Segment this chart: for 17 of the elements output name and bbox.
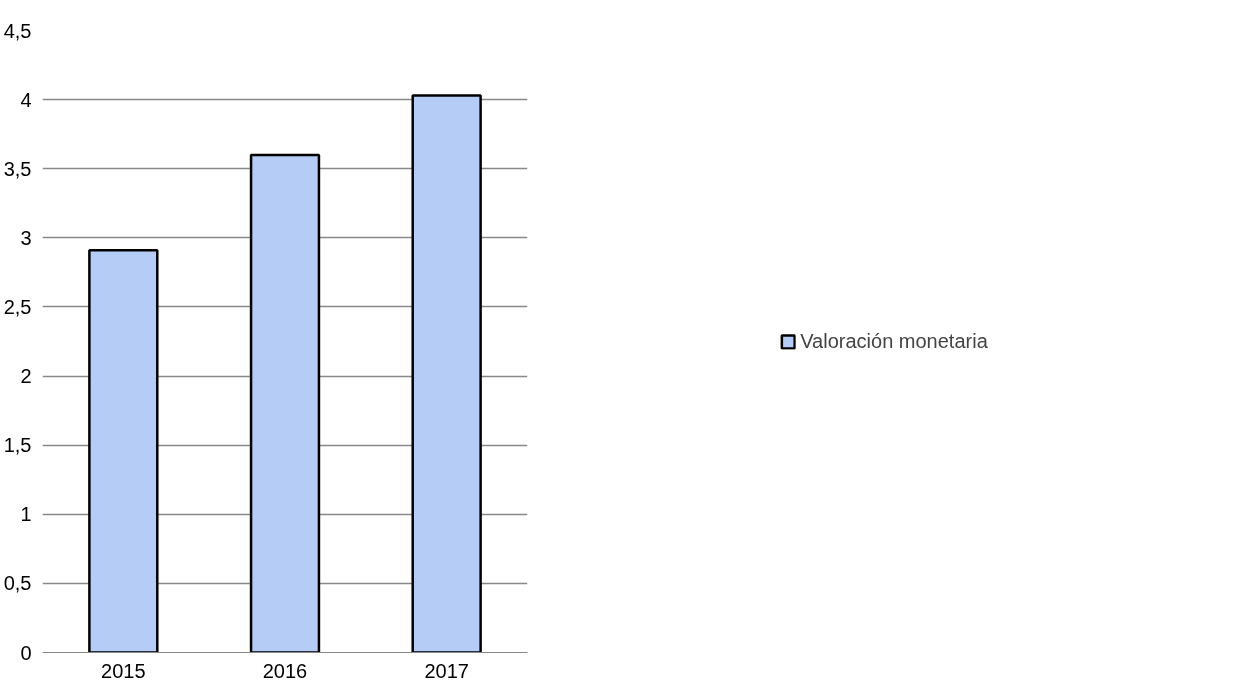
- x-tick-label: 2016: [262, 659, 308, 682]
- y-tick-label: 3: [20, 226, 32, 249]
- y-tick-label: 0,5: [3, 572, 32, 595]
- bar: [249, 153, 321, 653]
- x-tick-label: 2017: [424, 659, 469, 682]
- y-tick-label: 0: [20, 641, 32, 664]
- x-tick-label: 2015: [101, 659, 146, 682]
- y-tick-label: 3,5: [3, 157, 32, 180]
- legend-label: Valoración monetaria: [800, 329, 988, 353]
- bar: [411, 94, 482, 653]
- bar: [88, 249, 159, 653]
- y-tick-label: 1: [20, 503, 32, 526]
- y-tick-label: 1,5: [3, 434, 32, 457]
- y-tick-label: 2: [20, 365, 32, 388]
- y-tick-label: 2,5: [3, 295, 32, 318]
- y-tick-label: 4,5: [3, 19, 32, 42]
- y-tick-label: 4: [20, 88, 32, 111]
